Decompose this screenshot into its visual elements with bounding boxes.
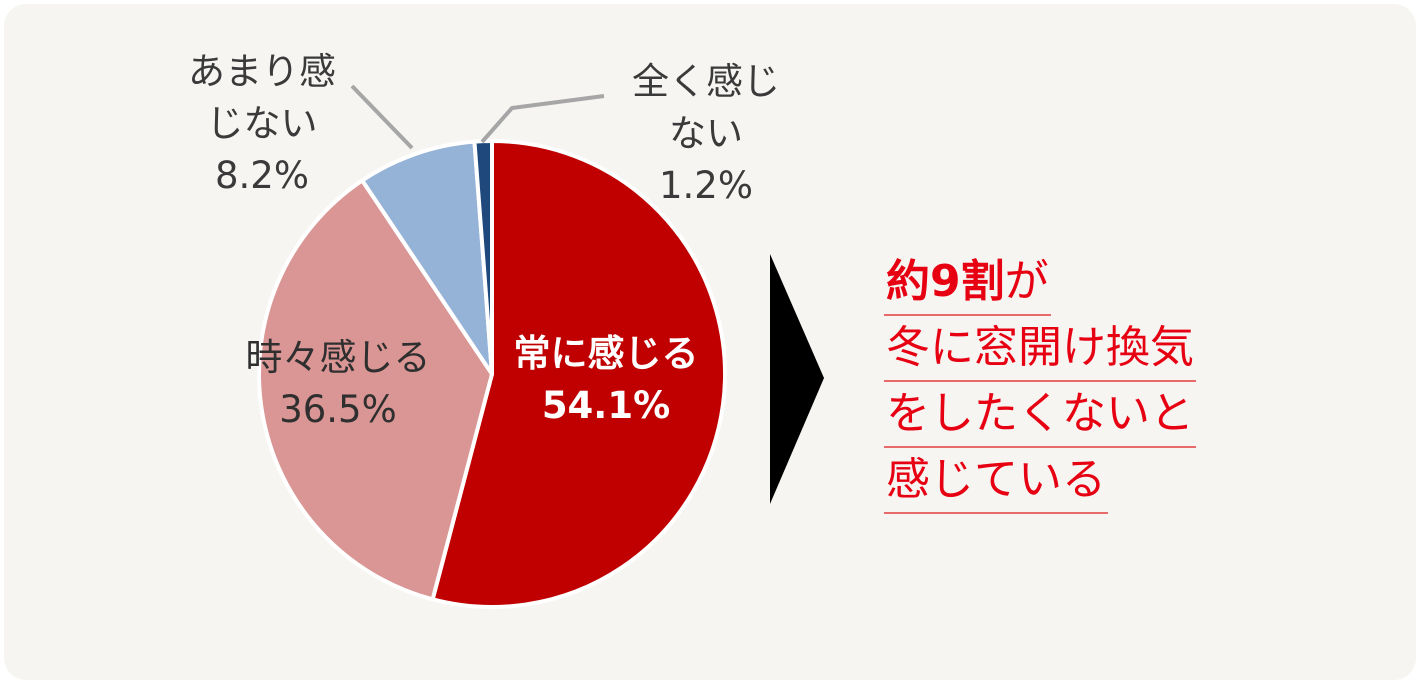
slice-label-never-2: ない: [669, 112, 743, 155]
summary-line-1: 約9割が: [884, 252, 1051, 316]
summary-line-2: 冬に窓開け換気: [884, 318, 1196, 382]
slice-value-sometimes: 36.5%: [279, 388, 397, 431]
arrow-right-icon: [770, 254, 824, 504]
summary-line-4: 感じている: [884, 450, 1108, 514]
summary-text: 約9割が 冬に窓開け換気 をしたくないと 感じている: [884, 252, 1196, 516]
pie-slices: [257, 139, 727, 609]
slice-label-rarely-2: じない: [207, 102, 318, 145]
leader-line-rarely: [350, 84, 414, 150]
slice-rarely: [360, 139, 494, 376]
leader-line-never: [480, 94, 605, 144]
slice-label-always: 常に感じる: [514, 332, 699, 375]
slice-value-rarely: 8.2%: [215, 154, 309, 197]
slice-label-never-1: 全く感じ: [632, 60, 780, 103]
slice-value-never: 1.2%: [659, 164, 753, 207]
slice-label-rarely-1: あまり感: [188, 50, 336, 93]
summary-line-3: をしたくないと: [884, 384, 1196, 448]
summary-highlight: 約9割: [886, 256, 1005, 307]
slice-sometimes: [257, 178, 494, 602]
slice-value-always: 54.1%: [542, 384, 670, 427]
slice-always: [430, 139, 727, 609]
slice-label-sometimes: 時々感じる: [246, 336, 431, 379]
